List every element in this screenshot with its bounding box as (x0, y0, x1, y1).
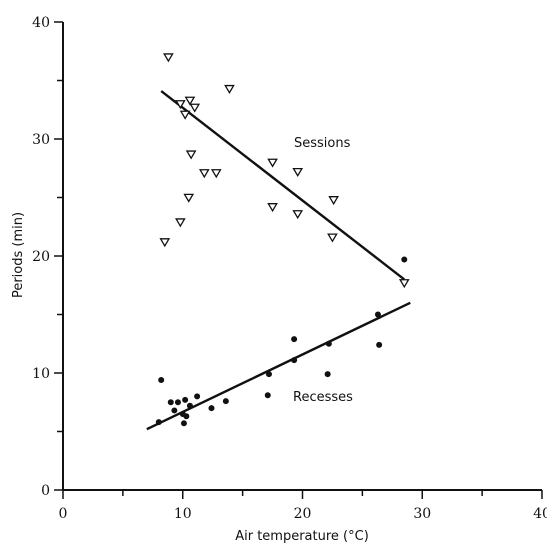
recesses-point (374, 311, 381, 318)
y-tick-label: 0 (41, 483, 50, 499)
recesses-point (264, 392, 271, 399)
y-tick-label: 30 (32, 132, 50, 148)
x-axis-title: Air temperature (°C) (235, 529, 369, 544)
axis-ticks (54, 21, 543, 499)
sessions-point (267, 158, 278, 168)
recesses-point (401, 256, 408, 263)
sessions-point (183, 193, 195, 203)
sessions-point (159, 238, 171, 248)
x-tick-label: 0 (59, 506, 68, 522)
recesses-point (291, 357, 298, 364)
y-tick-label: 20 (32, 249, 50, 265)
recesses-point (186, 402, 193, 409)
x-tick-label: 40 (533, 506, 547, 522)
recesses-point (167, 399, 174, 406)
sessions-point (292, 210, 304, 220)
recesses-point (182, 396, 189, 403)
recesses-point (324, 371, 331, 378)
y-tick-label: 10 (32, 366, 50, 382)
series-label-sessions: Sessions (294, 136, 351, 151)
sessions-point (179, 110, 191, 120)
trend-line-sessions (160, 90, 406, 281)
recesses-point (208, 405, 215, 412)
x-tick-label: 10 (174, 506, 192, 522)
recesses-point (174, 399, 181, 406)
sessions-point (327, 233, 338, 243)
sessions-point (328, 196, 339, 206)
recesses-point (222, 398, 229, 405)
recesses-point (158, 377, 165, 384)
sessions-point (185, 150, 197, 160)
y-tick-labels: 0 10 20 30 40 (32, 15, 50, 499)
x-tick-label: 30 (413, 506, 431, 522)
x-tick-labels: 0 10 20 30 40 (59, 506, 547, 522)
recesses-point (291, 336, 298, 343)
trend-lines (146, 90, 411, 431)
data-markers (155, 53, 410, 427)
sessions-point (398, 279, 410, 289)
y-tick-label: 40 (32, 15, 50, 31)
recesses-point (155, 419, 162, 426)
sessions-point (198, 169, 210, 179)
x-tick-label: 20 (294, 506, 312, 522)
recesses-point (265, 371, 272, 378)
sessions-point (224, 84, 235, 94)
y-axis-title: Periods (min) (11, 212, 26, 298)
axes (54, 21, 543, 499)
recesses-point (171, 407, 178, 414)
series-label-recesses: Recesses (293, 390, 353, 405)
recesses-point (194, 393, 201, 400)
recesses-point (325, 340, 332, 347)
sessions-point (175, 100, 186, 110)
sessions-point (292, 167, 304, 178)
trend-line-recesses (146, 301, 411, 431)
sessions-point (189, 103, 201, 113)
recesses-point (376, 341, 383, 348)
sessions-point (267, 203, 278, 213)
sessions-point (175, 218, 186, 228)
recesses-point (180, 420, 187, 427)
sessions-point (163, 53, 174, 63)
recesses-point (183, 413, 190, 420)
sessions-point (210, 169, 222, 179)
sessions-point (184, 96, 196, 106)
